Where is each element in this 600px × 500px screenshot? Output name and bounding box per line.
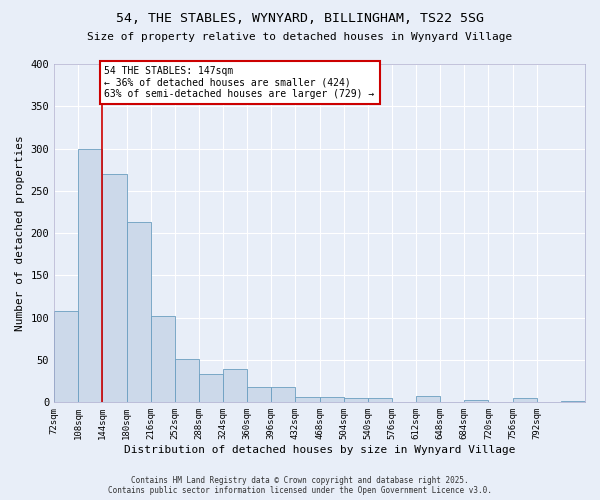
- Bar: [223, 368, 247, 402]
- Bar: [199, 374, 223, 402]
- Bar: [127, 222, 151, 402]
- Text: 54 THE STABLES: 147sqm
← 36% of detached houses are smaller (424)
63% of semi-de: 54 THE STABLES: 147sqm ← 36% of detached…: [104, 66, 374, 99]
- Bar: [247, 387, 271, 402]
- Text: Size of property relative to detached houses in Wynyard Village: Size of property relative to detached ho…: [88, 32, 512, 42]
- Text: 54, THE STABLES, WYNYARD, BILLINGHAM, TS22 5SG: 54, THE STABLES, WYNYARD, BILLINGHAM, TS…: [116, 12, 484, 26]
- Bar: [295, 398, 320, 402]
- Bar: [103, 174, 127, 402]
- Bar: [368, 398, 392, 402]
- Bar: [512, 398, 537, 402]
- X-axis label: Distribution of detached houses by size in Wynyard Village: Distribution of detached houses by size …: [124, 445, 515, 455]
- Bar: [320, 398, 344, 402]
- Bar: [54, 311, 78, 402]
- Bar: [561, 400, 585, 402]
- Bar: [271, 387, 295, 402]
- Y-axis label: Number of detached properties: Number of detached properties: [15, 136, 25, 331]
- Bar: [416, 396, 440, 402]
- Text: Contains HM Land Registry data © Crown copyright and database right 2025.
Contai: Contains HM Land Registry data © Crown c…: [108, 476, 492, 495]
- Bar: [344, 398, 368, 402]
- Bar: [464, 400, 488, 402]
- Bar: [78, 148, 103, 402]
- Bar: [151, 316, 175, 402]
- Bar: [175, 359, 199, 403]
